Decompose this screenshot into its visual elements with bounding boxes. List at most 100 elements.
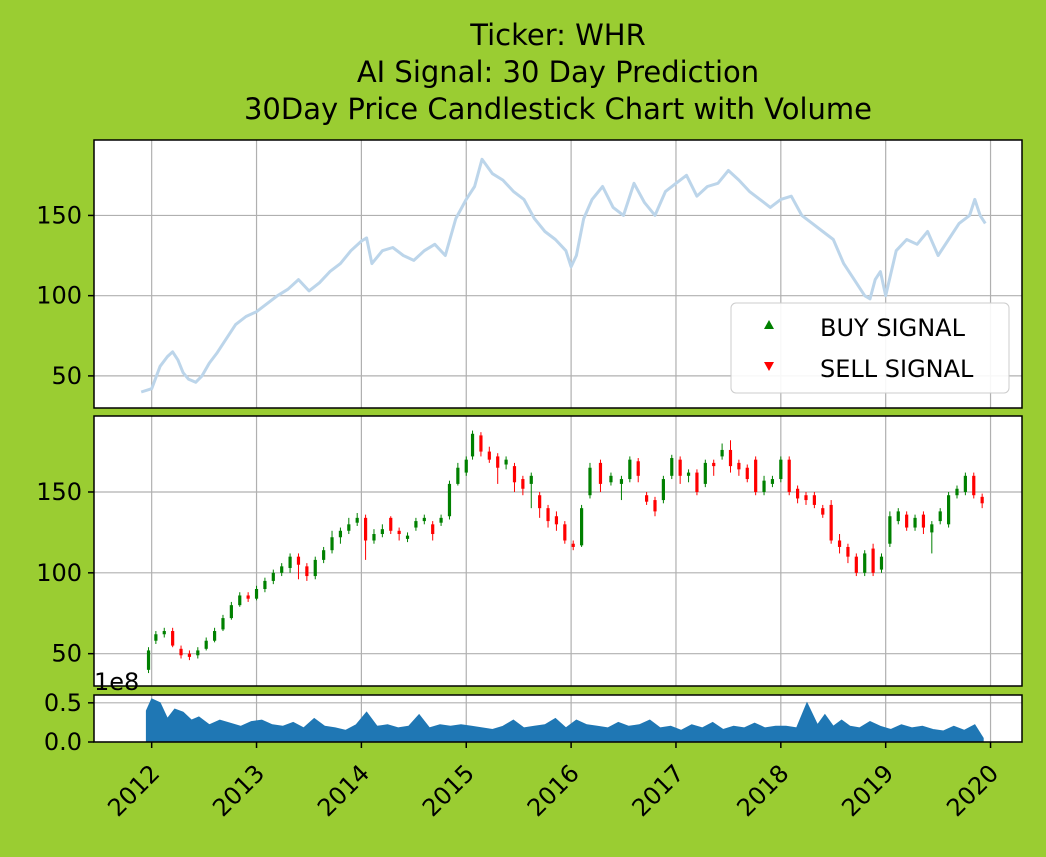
candle-body [529, 475, 533, 484]
candle-body [447, 483, 452, 517]
candle-ytick-label: 50 [51, 640, 82, 668]
candle-body [363, 517, 368, 541]
candle-body [305, 566, 309, 577]
candle-body [496, 456, 500, 468]
candle-body [896, 511, 900, 522]
candle-body [779, 459, 783, 480]
candle-body [414, 521, 418, 528]
candle-body [913, 517, 917, 528]
candle-body [879, 556, 884, 570]
volume-y-ticks: 0.00.5 [44, 689, 94, 756]
candlestick-layer [146, 430, 984, 674]
candle-panel-frame [93, 415, 1023, 687]
candle-body [598, 462, 603, 484]
candle-body [431, 524, 435, 535]
legend-sell-marker [764, 362, 774, 371]
candle-body [636, 461, 640, 476]
candle-body [439, 517, 443, 523]
volume-ytick-label: 0.5 [44, 689, 82, 717]
candle-body [246, 595, 250, 599]
candle-body [397, 530, 401, 535]
xtick-label: 2017 [627, 759, 690, 822]
candle-body [737, 462, 741, 470]
xtick-label: 2012 [102, 759, 165, 822]
candle-body [796, 488, 800, 499]
candle-body [645, 495, 649, 502]
candle-body [456, 467, 460, 484]
candle-body [563, 524, 567, 541]
candle-body [770, 479, 775, 484]
candle-body [571, 543, 575, 547]
xtick-label: 2014 [312, 759, 375, 822]
candle-body [288, 556, 292, 568]
candle-body [355, 517, 359, 523]
candle-body [946, 495, 951, 525]
candle-body [330, 537, 334, 551]
candle-body [963, 475, 967, 492]
candle-body [678, 459, 682, 476]
candle-body [380, 529, 384, 535]
price-y-ticks: 50 100 150 [36, 201, 94, 390]
xtick-label: 2020 [941, 759, 1004, 822]
price-panel-frame [93, 139, 1023, 409]
candle-body [229, 605, 233, 619]
candle-body [296, 556, 301, 565]
candle-body [271, 572, 275, 581]
legend-sell-label: SELL SIGNAL [820, 355, 974, 383]
candle-body [837, 540, 842, 547]
candle-body [930, 524, 934, 533]
candle-body [628, 459, 632, 480]
candle-body [546, 508, 550, 522]
candle-body [695, 472, 699, 492]
legend: BUY SIGNAL SELL SIGNAL [730, 302, 1010, 394]
candle-body [854, 556, 858, 573]
candle-body [313, 559, 317, 577]
candle-body [479, 435, 483, 452]
candle-body [146, 650, 151, 670]
candle-body [538, 495, 542, 509]
candle-body [938, 511, 942, 522]
x-axis-ticks: 2012 2013 2014 2015 2016 2017 2018 2019 2020 [102, 742, 1004, 822]
candle-body [171, 631, 175, 646]
candle-body [955, 488, 959, 496]
candle-body [686, 472, 691, 476]
candle-y-ticks: 50 100 150 [36, 478, 94, 668]
candle-body [162, 631, 166, 635]
candle-body [347, 524, 351, 531]
legend-box [730, 302, 1010, 394]
candle-body [338, 530, 343, 538]
candle-ytick-label: 150 [36, 478, 82, 506]
candle-body [871, 548, 875, 573]
candle-body [179, 648, 183, 656]
candle-body [980, 496, 984, 504]
volume-offset-label: 1e8 [94, 668, 139, 696]
candle-body [554, 516, 559, 525]
candle-body [661, 479, 665, 501]
candle-body [422, 517, 426, 522]
candle-body [263, 580, 267, 589]
chart-title-signal: AI Signal: 30 Day Prediction [357, 55, 759, 89]
candle-body [154, 634, 158, 641]
candle-body [863, 553, 867, 573]
candle-body [389, 517, 393, 531]
price-ytick-label: 100 [36, 282, 82, 310]
price-ytick-label: 50 [51, 362, 82, 390]
candle-body [212, 631, 217, 641]
candle-body [521, 479, 525, 489]
candle-body [812, 495, 816, 505]
candle-ytick-label: 100 [36, 559, 82, 587]
candle-body [187, 653, 192, 657]
xtick-label: 2018 [731, 759, 794, 822]
candle-body [204, 640, 208, 649]
candle-body [921, 514, 926, 528]
xtick-label: 2016 [522, 759, 585, 822]
candle-body [787, 459, 791, 492]
candle-panel-background [94, 416, 1022, 686]
candle-body [609, 475, 613, 483]
volume-ytick-label: 0.0 [44, 728, 82, 756]
candle-grid [94, 416, 1022, 686]
candle-body [720, 449, 724, 457]
candle-body [464, 459, 468, 473]
volume-area [145, 698, 984, 743]
chart-title-description: 30Day Price Candlestick Chart with Volum… [244, 92, 872, 126]
